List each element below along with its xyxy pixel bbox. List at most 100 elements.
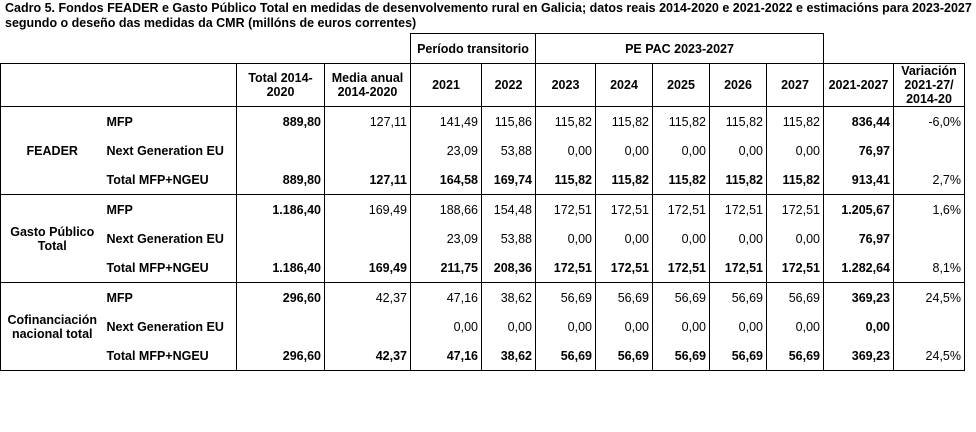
cell-media-anual bbox=[324, 312, 411, 341]
cell-2025: 172,51 bbox=[652, 253, 710, 283]
cell-2023: 172,51 bbox=[535, 253, 596, 283]
cell-2022: 169,74 bbox=[481, 165, 536, 195]
cell-variacion bbox=[893, 136, 965, 165]
cell-2026: 0,00 bbox=[709, 312, 767, 341]
cell-2024: 56,69 bbox=[595, 341, 653, 371]
group-label: Gasto Público Total bbox=[0, 194, 104, 283]
row-label: Total MFP+NGEU bbox=[103, 341, 237, 371]
row-label: Next Generation EU bbox=[106, 319, 224, 334]
cell-2021-2027: 76,97 bbox=[823, 224, 894, 253]
cell-2021: 23,09 bbox=[410, 136, 482, 165]
table-row: Cofinanciación nacional total MFP 296,60 42,… bbox=[0, 282, 965, 371]
cell-2021: 211,75 bbox=[410, 253, 482, 283]
cell-2021: 164,58 bbox=[410, 165, 482, 195]
row-label: Next Generation EU bbox=[106, 143, 224, 158]
cell-media-anual: 169,49 bbox=[324, 194, 411, 224]
group-label: Cofinanciación nacional total bbox=[0, 282, 104, 371]
cell-2022: 154,48 bbox=[481, 194, 536, 224]
header-row-2: Total 2014- 2020 Media anual 2014-2020 202… bbox=[0, 63, 965, 107]
cell-total-2014-2020 bbox=[236, 312, 325, 341]
cell-2021: 47,16 bbox=[410, 282, 482, 312]
header-2025: 2025 bbox=[652, 63, 710, 107]
group-label: FEADER bbox=[0, 106, 104, 195]
cell-2023: 56,69 bbox=[535, 282, 596, 312]
cell-2021-2027: 1.282,64 bbox=[823, 253, 894, 283]
cell-2025: 115,82 bbox=[652, 106, 710, 136]
cell-2021: 23,09 bbox=[410, 224, 482, 253]
cell-2027: 172,51 bbox=[766, 253, 824, 283]
cell-2022: 38,62 bbox=[481, 282, 536, 312]
cell-2024: 0,00 bbox=[595, 136, 653, 165]
header-row-1: Período transitorio PE PAC 2023-2027 bbox=[1, 33, 965, 64]
cell-2024: 0,00 bbox=[595, 312, 653, 341]
cell-variacion bbox=[893, 312, 965, 341]
cell-2025: 56,69 bbox=[652, 341, 710, 371]
cell-2027: 56,69 bbox=[766, 282, 824, 312]
cell-total-2014-2020: 1.186,40 bbox=[236, 194, 325, 224]
cell-total-2014-2020: 889,80 bbox=[236, 106, 325, 136]
cell-2021: 0,00 bbox=[410, 312, 482, 341]
header-2024: 2024 bbox=[595, 63, 653, 107]
cell-2022: 115,86 bbox=[481, 106, 536, 136]
cell-media-anual bbox=[324, 136, 411, 165]
cell-2026: 56,69 bbox=[709, 282, 767, 312]
cell-2021-2027: 913,41 bbox=[823, 165, 894, 195]
cell-variacion bbox=[893, 224, 965, 253]
table-row: Next Generation EU 23,09 53,88 0,00 0,00 0,00… bbox=[1, 224, 965, 253]
cell-2027: 115,82 bbox=[766, 165, 824, 195]
row-label: Total MFP+NGEU bbox=[103, 165, 237, 195]
table-row: Next Generation EU 23,09 53,88 0,00 0,00 0,00… bbox=[1, 136, 965, 165]
cell-2022: 0,00 bbox=[481, 312, 536, 341]
cell-2024: 172,51 bbox=[595, 253, 653, 283]
cell-2025: 115,82 bbox=[652, 165, 710, 195]
row-label: Total MFP+NGEU bbox=[103, 253, 237, 283]
cell-2024: 115,82 bbox=[595, 106, 653, 136]
cell-media-anual: 169,49 bbox=[324, 253, 411, 283]
cell-2023: 0,00 bbox=[535, 136, 596, 165]
table-row: Total MFP+NGEU 296,60 42,37 47,16 38,62 56,69… bbox=[1, 341, 965, 371]
cell-2021-2027: 836,44 bbox=[823, 106, 894, 136]
cell-total-2014-2020: 889,80 bbox=[236, 165, 325, 195]
header-period-transitory: Período transitorio bbox=[410, 33, 536, 64]
cell-2027: 0,00 bbox=[766, 224, 824, 253]
cell-2021: 188,66 bbox=[410, 194, 482, 224]
cell-2027: 0,00 bbox=[766, 312, 824, 341]
cell-variacion: 8,1% bbox=[893, 253, 965, 283]
cell-2023: 56,69 bbox=[535, 341, 596, 371]
header-total-2014-2020: Total 2014- 2020 bbox=[236, 63, 325, 107]
row-label: Next Generation EU bbox=[106, 231, 224, 246]
cell-2026: 172,51 bbox=[709, 194, 767, 224]
cell-total-2014-2020: 1.186,40 bbox=[236, 253, 325, 283]
cell-2023: 0,00 bbox=[535, 312, 596, 341]
table-row: FEADER MFP 889,80 127,11 141,49 115,86 115,82 1… bbox=[0, 106, 965, 195]
header-media-anual: Media anual 2014-2020 bbox=[324, 63, 411, 107]
header-2021: 2021 bbox=[410, 63, 482, 107]
cell-total-2014-2020: 296,60 bbox=[236, 341, 325, 371]
cell-2025: 0,00 bbox=[652, 136, 710, 165]
cell-2027: 0,00 bbox=[766, 136, 824, 165]
cell-2025: 0,00 bbox=[652, 312, 710, 341]
cell-2026: 0,00 bbox=[709, 136, 767, 165]
cell-media-anual bbox=[324, 224, 411, 253]
row-label: MFP bbox=[106, 290, 133, 305]
cell-2021: 47,16 bbox=[410, 341, 482, 371]
cell-2021-2027: 0,00 bbox=[823, 312, 894, 341]
cell-total-2014-2020 bbox=[236, 136, 325, 165]
cell-media-anual: 42,37 bbox=[324, 341, 411, 371]
cell-2027: 115,82 bbox=[766, 106, 824, 136]
table-caption: Cadro 5. Fondos FEADER e Gasto Público T… bbox=[5, 1, 972, 30]
cell-2022: 53,88 bbox=[481, 136, 536, 165]
cell-2023: 172,51 bbox=[535, 194, 596, 224]
cell-2026: 172,51 bbox=[709, 253, 767, 283]
cell-variacion: 24,5% bbox=[893, 341, 965, 371]
cell-2021: 141,49 bbox=[410, 106, 482, 136]
cell-2025: 172,51 bbox=[652, 194, 710, 224]
cell-2026: 0,00 bbox=[709, 224, 767, 253]
cell-2023: 115,82 bbox=[535, 165, 596, 195]
cell-variacion: -6,0% bbox=[893, 106, 965, 136]
cell-2023: 115,82 bbox=[535, 106, 596, 136]
data-table: Período transitorio PE PAC 2023-2027 Tot… bbox=[0, 33, 965, 371]
table-body: FEADER MFP 889,80 127,11 141,49 115,86 115,82 1… bbox=[0, 106, 965, 371]
cell-2021-2027: 76,97 bbox=[823, 136, 894, 165]
row-label: MFP bbox=[106, 114, 133, 129]
